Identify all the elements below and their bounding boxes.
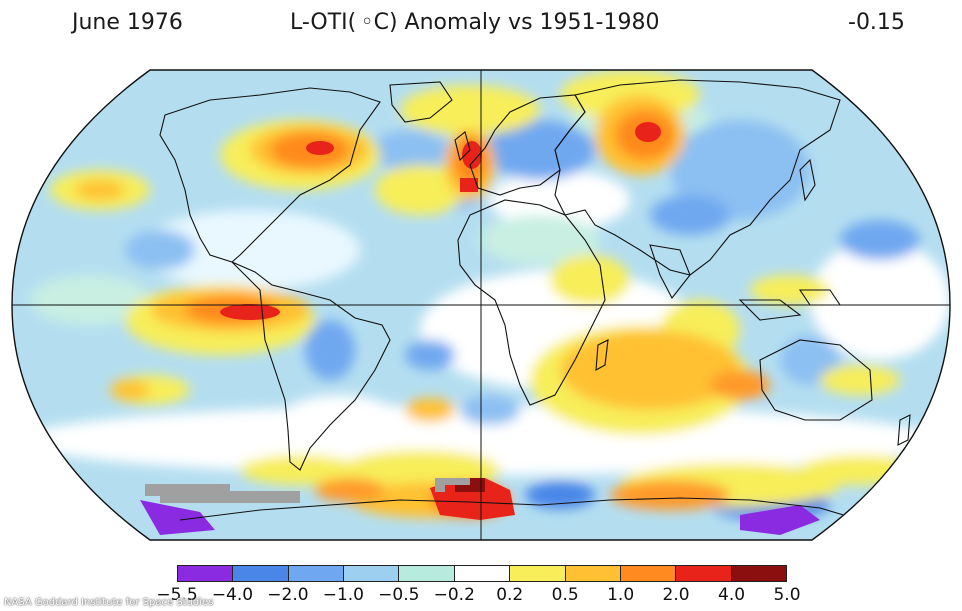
no-data-region-2	[435, 478, 470, 492]
hotspot-iberia	[460, 178, 478, 192]
hotspot-antarctic	[430, 478, 515, 520]
colorbar-segment	[344, 566, 400, 581]
date-label: June 1976	[72, 10, 183, 35]
colorbar-tick-label: −2.0	[267, 585, 309, 605]
colorbar-tick-label: −1.0	[322, 585, 364, 605]
colorbar-segment	[676, 566, 732, 581]
colorbar	[177, 565, 787, 582]
colorbar-segment	[288, 566, 345, 581]
hotspot-russia	[635, 122, 661, 142]
cold-pool-east	[740, 505, 820, 535]
hotspot-canada	[306, 141, 334, 155]
anomaly-field	[12, 70, 950, 540]
hotspot-europe	[462, 141, 482, 169]
temperature-anomaly-map	[11, 69, 951, 541]
colorbar-tick-label: 2.0	[662, 585, 690, 605]
colorbar-segment	[399, 566, 455, 581]
colorbar-tick-label: 4.0	[718, 585, 746, 605]
colorbar-segment	[233, 566, 289, 581]
colorbar-tick-label: −5.5	[156, 585, 198, 605]
colorbar-segment	[565, 566, 621, 581]
colorbar-segment	[178, 566, 234, 581]
colorbar-tick-label: −0.2	[433, 585, 475, 605]
colorbar-tick-label: 1.0	[607, 585, 635, 605]
colorbar-tick-label: −0.5	[378, 585, 420, 605]
colorbar-tick-label: 0.5	[551, 585, 579, 605]
colorbar-segment	[620, 566, 677, 581]
colorbar-tick-label: 0.2	[496, 585, 524, 605]
map-boundary	[11, 69, 951, 541]
global-mean-anomaly: -0.15	[848, 10, 905, 35]
colorbar-ticks: −5.5 −4.0 −2.0 −1.0 −0.5 −0.2 0.2 0.5 1.0 2.0 4.0 5…	[156, 585, 800, 607]
map-title: L-OTI( ◦C) Anomaly vs 1951-1980	[290, 10, 660, 35]
coastlines	[159, 79, 911, 521]
colorbar-tick-label: −4.0	[211, 585, 254, 605]
colorbar-segment	[510, 566, 566, 581]
credit-text: NASA Goddard Institute for Space Studies	[4, 597, 214, 608]
colorbar-segment	[731, 566, 786, 581]
colorbar-segment	[454, 566, 511, 581]
colorbar-tick-label: 5.0	[773, 585, 801, 605]
no-data-region	[145, 484, 300, 503]
hotspot-pacific	[220, 304, 280, 320]
cold-pool-west	[140, 500, 215, 535]
